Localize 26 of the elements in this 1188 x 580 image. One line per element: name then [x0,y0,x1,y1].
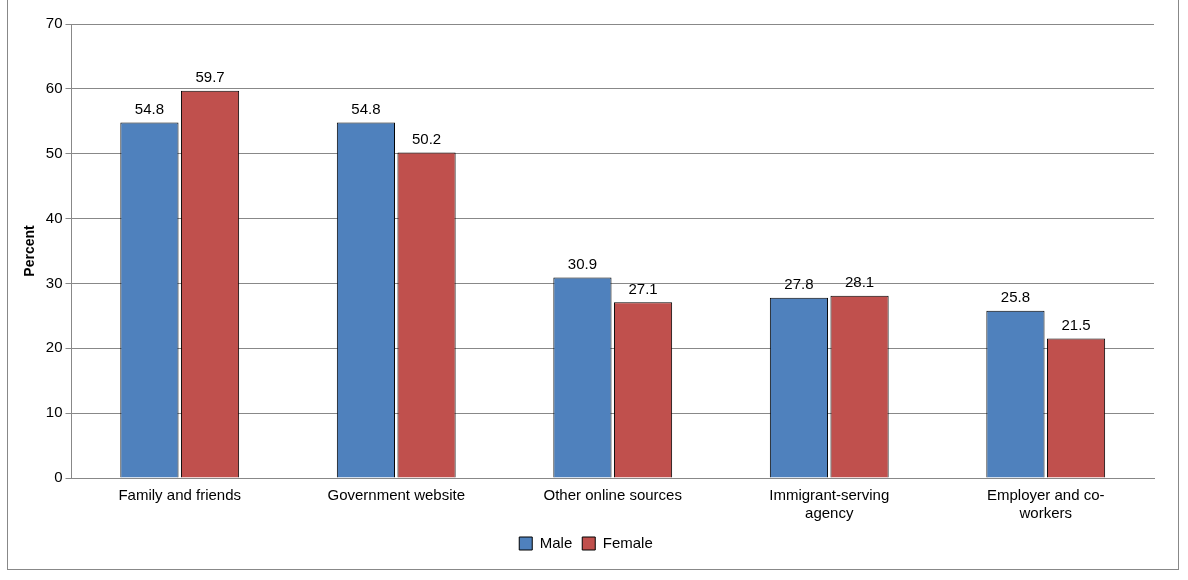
data-label: 27.1 [628,279,658,297]
x-tick-label: Family and friends [118,486,242,504]
x-tick-label: Government website [327,486,466,504]
data-label: 54.8 [134,100,165,118]
data-label: 54.8 [351,100,381,118]
data-label: 21.5 [1061,316,1091,334]
legend-label: Male [539,533,573,551]
y-tick-label: 20 [45,338,63,356]
y-tick-label: 30 [45,273,63,291]
data-label: 28.1 [844,273,875,291]
data-label: 30.9 [567,255,598,273]
data-label: 59.7 [195,68,225,86]
y-tick-label: 50 [45,143,63,161]
data-label: 25.8 [1000,288,1031,306]
x-tick-label: Other online sources [543,486,682,504]
y-tick-label: 60 [45,79,63,96]
y-tick-label: 0 [54,468,63,486]
x-tick-label: Immigrant-serving agency [769,486,890,522]
y-tick-label: 70 [45,14,63,32]
x-tick-label: Employer and co-workers [986,486,1105,522]
y-tick-label: 40 [45,208,63,226]
data-label: 50.2 [411,130,442,148]
data-label: 27.8 [784,275,814,293]
y-tick-label: 10 [45,403,63,421]
y-axis-title: Percent [21,224,38,277]
legend-label: Female [602,533,653,551]
